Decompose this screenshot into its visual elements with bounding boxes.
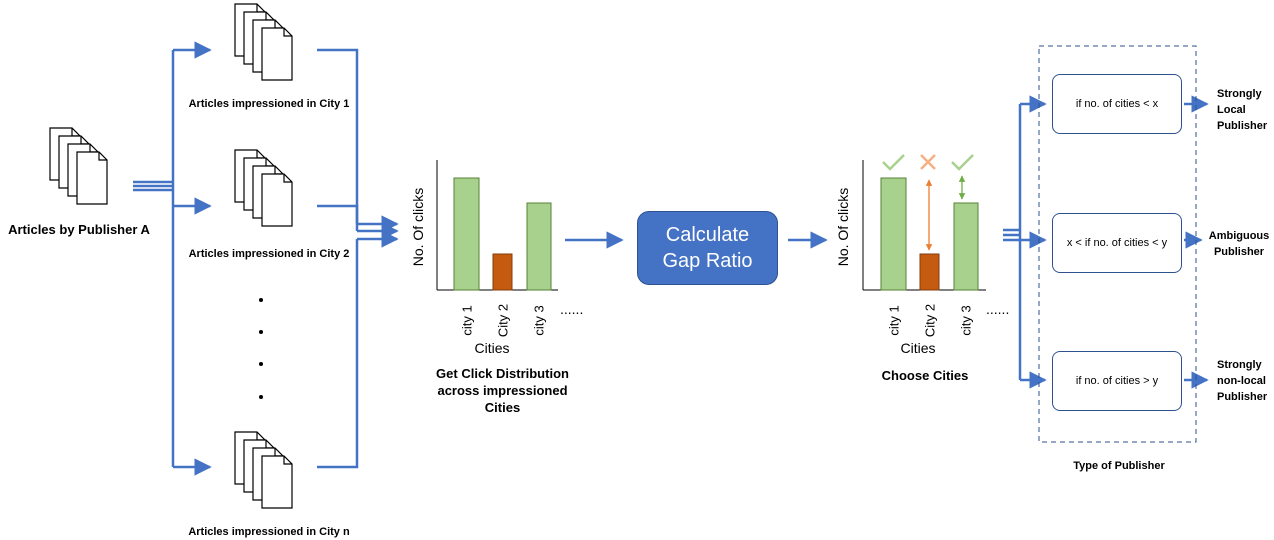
result-ambiguous: Ambiguous Publisher xyxy=(1208,230,1270,258)
calculate-gap-ratio-label: Calculate Gap Ratio xyxy=(662,224,753,272)
result-strongly-local: Strongly Local Publisher xyxy=(1217,88,1268,132)
ellipsis-dot xyxy=(259,395,263,399)
choose-chart-ylabel: No. Of clicks xyxy=(835,187,851,267)
choose-chart-xlabel: Cities xyxy=(900,340,936,356)
branch-connector xyxy=(1003,95,1209,389)
cityn-label: Articles impressioned in City n xyxy=(188,526,350,538)
click-bar-city-3 xyxy=(526,202,552,291)
click-chart-tick: city 1 xyxy=(459,305,475,336)
fanout-connector xyxy=(133,41,212,476)
click-chart-tick: City 2 xyxy=(495,303,511,338)
condition-box-ambiguous: x < if no. of cities < y xyxy=(1052,213,1182,273)
calculate-gap-ratio-box: Calculate Gap Ratio xyxy=(637,211,778,285)
source-doc-stack-icon xyxy=(49,127,108,205)
ellipsis-dot xyxy=(259,298,263,302)
publisher-type-group xyxy=(1038,45,1197,443)
check-icon xyxy=(882,154,905,171)
cityn-doc-stack-icon xyxy=(234,431,293,509)
click-chart-caption: Get Click Distribution across impression… xyxy=(436,366,569,415)
choose-chart-tick: city 1 xyxy=(886,305,902,336)
condition-box-nonlocal: if no. of cities > y xyxy=(1052,351,1182,411)
cross-icon xyxy=(920,154,936,170)
click-chart-ellipsis: ...... xyxy=(560,301,584,317)
source-label: Articles by Publisher A xyxy=(8,222,150,237)
city2-label: Articles impressioned in City 2 xyxy=(188,248,350,260)
choose-bar-city-3 xyxy=(953,202,979,291)
city1-doc-stack-icon xyxy=(234,3,293,81)
merge-connector xyxy=(317,48,399,469)
ellipsis-dot xyxy=(259,362,263,366)
click-chart-xlabel: Cities xyxy=(474,340,510,356)
choose-chart-tick: city 3 xyxy=(958,305,974,336)
result-strongly-nonlocal: Strongly non-local Publisher xyxy=(1217,359,1268,403)
choose-chart-caption: Choose Cities xyxy=(881,368,969,383)
click-bar-city-1 xyxy=(453,177,480,291)
click-chart-tick: city 3 xyxy=(531,305,547,336)
condition-box-local: if no. of cities < x xyxy=(1052,74,1182,134)
click-chart-ylabel: No. Of clicks xyxy=(410,187,426,267)
choose-chart-tick: City 2 xyxy=(922,303,938,338)
choose-chart-ellipsis: ...... xyxy=(986,301,1010,317)
city2-doc-stack-icon xyxy=(234,149,293,227)
publisher-type-caption: Type of Publisher xyxy=(1073,460,1165,472)
city1-label: Articles impressioned in City 1 xyxy=(188,98,350,110)
ellipsis-dot xyxy=(259,330,263,334)
choose-bar-city-2 xyxy=(919,253,940,291)
click-bar-city-2 xyxy=(492,253,513,291)
choose-bar-city-1 xyxy=(880,177,907,291)
check-icon xyxy=(951,154,974,171)
